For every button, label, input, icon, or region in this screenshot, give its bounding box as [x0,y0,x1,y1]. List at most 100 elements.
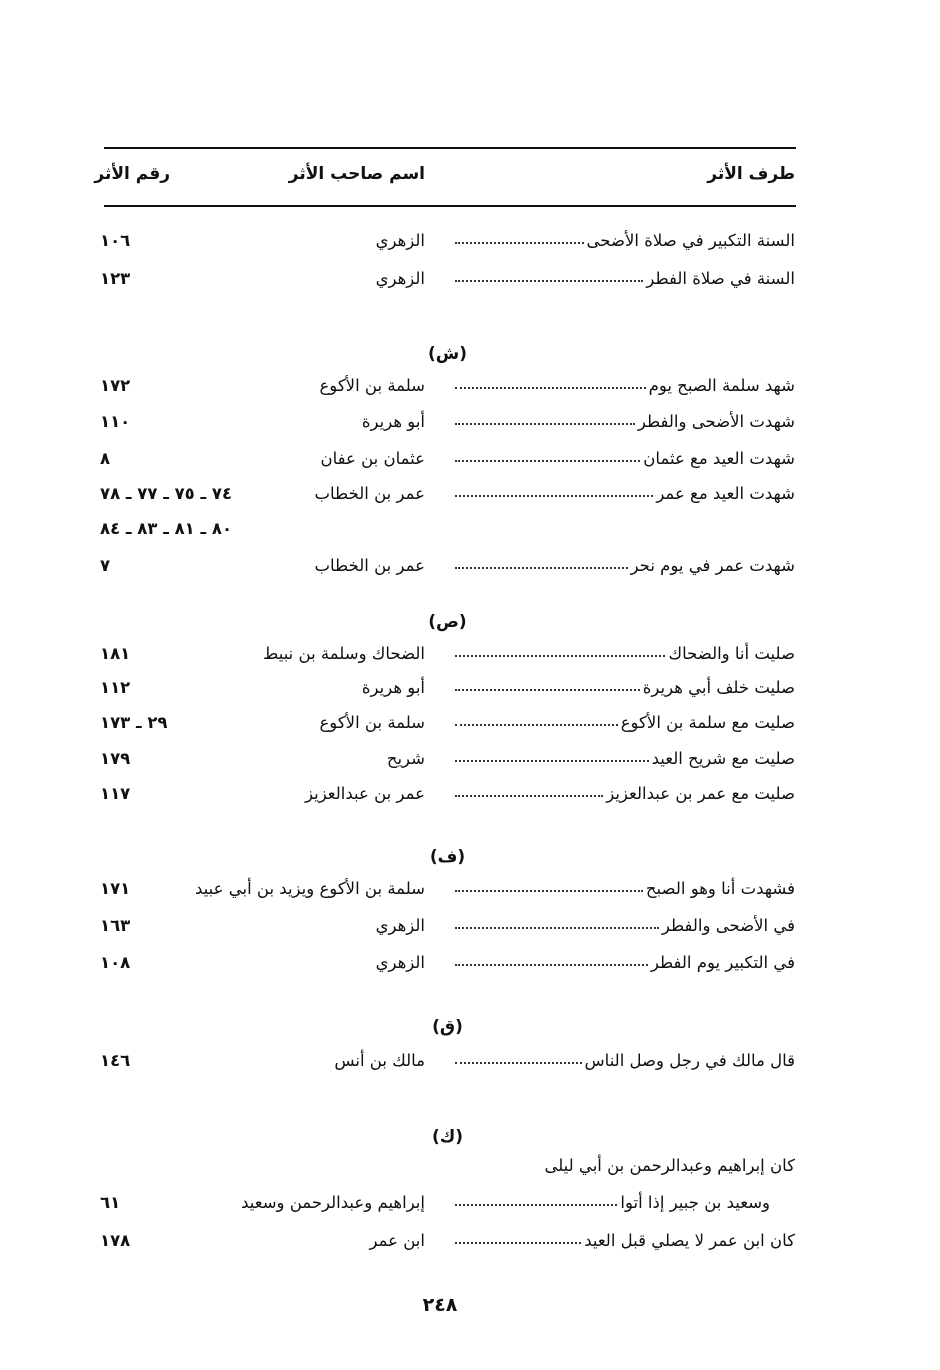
entry-number: ١٧١ [100,879,131,898]
dot-leader [455,241,584,244]
entry-title-text: وسعيد بن جبير إذا أتوا [620,1193,770,1212]
entry-title: صليت أنا والضحاك [455,644,795,663]
entry-narrator: الضحاك وسلمة بن نبيط [263,644,425,663]
entry-number: ١٧٢ [100,376,131,395]
entry-number: ١٤٦ [100,1051,131,1070]
entry-number: ٦١ [100,1193,121,1212]
index-row: صليت مع عمر بن عبدالعزيز عمر بن عبدالعزيز… [95,784,795,814]
entry-number: ٢٩ ـ ١٧٣ [100,713,168,732]
entry-title: وسعيد بن جبير إذا أتوا [455,1193,770,1212]
entry-title-text: كان إبراهيم وعبدالرحمن بن أبي ليلى [544,1156,795,1175]
entry-title: شهدت الأضحى والفطر [455,412,795,431]
entry-title-text: صليت مع عمر بن عبدالعزيز [606,784,795,803]
entry-title: السنة في صلاة الفطر [455,269,795,288]
entry-number: ١٨١ [100,644,131,663]
entry-title: شهدت العيد مع عمر [455,484,795,503]
header-rule [104,205,796,207]
entry-narrator: سلمة بن الأكوع [319,376,425,395]
entry-title: في التكبير يوم الفطر [455,953,795,972]
entry-narrator: الزهري [375,269,425,288]
index-row: كان إبراهيم وعبدالرحمن بن أبي ليلى [95,1156,795,1186]
entry-title: شهدت العيد مع عثمان [455,449,795,468]
dot-leader [455,759,649,762]
entry-number: ١٧٩ [100,749,131,768]
entry-narrator: مالك بن أنس [334,1051,425,1070]
dot-leader [455,926,659,929]
entry-narrator: الزهري [375,916,425,935]
index-row: صليت خلف أبي هريرة أبو هريرة ١١٢ [95,678,795,708]
dot-leader [455,723,618,726]
entry-title: صليت مع عمر بن عبدالعزيز [455,784,795,803]
entry-title-text: السنة في صلاة الفطر [646,269,795,288]
entry-number: ٧٤ ـ ٧٥ ـ ٧٧ ـ ٧٨ [100,484,233,503]
entry-number: ١١٠ [100,412,131,431]
entry-narrator: ابن عمر [369,1231,425,1250]
entry-narrator: سلمة بن الأكوع [319,713,425,732]
entry-title: صليت خلف أبي هريرة [455,678,795,697]
entry-narrator: عمر بن الخطاب [314,484,426,503]
index-row: شهدت العيد مع عمر عمر بن الخطاب ٧٤ ـ ٧٥ ـ … [95,484,795,514]
entry-title: قال مالك في رجل وصل الناس [455,1051,795,1070]
dot-leader [455,566,628,569]
entry-title-text: في الأضحى والفطر [661,916,795,935]
entry-title-text: فشهدت أنا وهو الصبح [645,879,795,898]
index-row: ٨٠ ـ ٨١ ـ ٨٣ ـ ٨٤ [95,519,795,549]
dot-leader [455,494,654,497]
index-row: السنة في صلاة الفطر الزهري ١٢٣ [95,269,795,299]
entry-title-text: صليت أنا والضحاك [668,644,795,663]
section-letter: (ش) [428,344,467,364]
entry-narrator: شريح [386,749,425,768]
section-letter: (ق) [432,1017,463,1037]
index-row: شهد سلمة الصبح يوم سلمة بن الأكوع ١٧٢ [95,376,795,406]
entry-number: ٨ [100,449,111,468]
index-row: شهدت الأضحى والفطر أبو هريرة ١١٠ [95,412,795,442]
entry-title-text: شهدت العيد مع عمر [656,484,795,503]
entry-title-text: شهدت عمر في يوم نحر [630,556,795,575]
entry-title-text: شهد سلمة الصبح يوم [648,376,795,395]
entry-title-text: في التكبير يوم الفطر [650,953,795,972]
entry-title-text: السنة التكبير في صلاة الأضحى [586,231,795,250]
entry-number: ١٧٨ [100,1231,131,1250]
dot-leader [455,422,635,425]
entry-title: في الأضحى والفطر [455,916,795,935]
entry-title: كان ابن عمر لا يصلي قبل العيد [455,1231,795,1250]
entry-title-text: صليت مع شريح العيد [651,749,795,768]
entry-narrator: سلمة بن الأكوع ويزيد بن أبي عبيد [195,879,425,898]
entry-number: ١٠٦ [100,231,131,250]
entry-narrator: عمر بن عبدالعزيز [305,784,425,803]
entry-narrator: الزهري [375,231,425,250]
dot-leader [455,794,604,797]
entry-narrator: الزهري [375,953,425,972]
dot-leader [455,688,640,691]
dot-leader [455,963,648,966]
index-row: صليت أنا والضحاك الضحاك وسلمة بن نبيط ١٨١ [95,644,795,674]
index-row: فشهدت أنا وهو الصبح سلمة بن الأكوع ويزيد … [95,879,795,909]
entry-narrator: أبو هريرة [361,678,425,697]
entry-number: ٧ [100,556,111,575]
header-name-column: اسم صاحب الأثر [288,164,425,184]
section-letter: (ف) [429,847,466,867]
index-row: كان ابن عمر لا يصلي قبل العيد ابن عمر ١٧٨ [95,1231,795,1261]
dot-leader [455,1241,582,1244]
entry-title-text: شهدت العيد مع عثمان [643,449,795,468]
entry-title: شهد سلمة الصبح يوم [455,376,795,395]
top-rule [104,147,796,149]
section-letter: (ك) [431,1127,464,1147]
entry-title-text: شهدت الأضحى والفطر [637,412,795,431]
entry-title: شهدت عمر في يوم نحر [455,556,795,575]
entry-title: السنة التكبير في صلاة الأضحى [455,231,795,250]
dot-leader [455,889,643,892]
entry-narrator: أبو هريرة [361,412,425,431]
entry-number: ١١٢ [100,678,131,697]
dot-leader [455,459,641,462]
entry-narrator: عمر بن الخطاب [314,556,426,575]
entry-number: ١٦٣ [100,916,131,935]
page-number: ٢٤٨ [422,1294,458,1316]
index-row: في التكبير يوم الفطر الزهري ١٠٨ [95,953,795,983]
header-title-column: طرف الأثر [707,164,795,184]
dot-leader [455,386,646,389]
dot-leader [455,654,666,657]
index-row: في الأضحى والفطر الزهري ١٦٣ [95,916,795,946]
entry-title-text: قال مالك في رجل وصل الناس [584,1051,795,1070]
entry-number: ١٠٨ [100,953,131,972]
